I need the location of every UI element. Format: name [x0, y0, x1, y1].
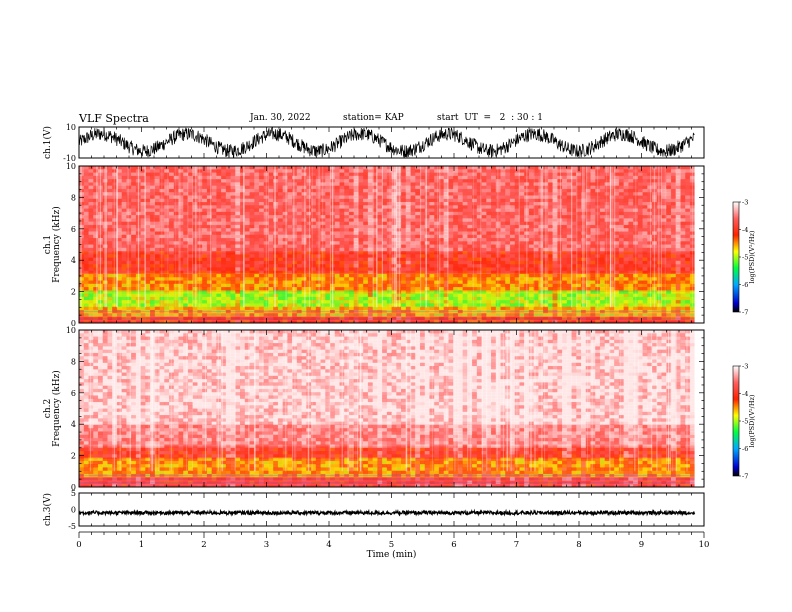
colorbar-tick-label: -4: [742, 390, 748, 398]
start-ut-label: start UT = 2 : 30 : 1: [437, 113, 543, 123]
y-tick-label: 4: [71, 256, 76, 265]
colorbar-tick-label: -3: [742, 363, 748, 371]
colorbar-1: [732, 201, 740, 313]
y-tick-label: 10: [66, 326, 76, 335]
y-axis-label: ch.2: [43, 399, 53, 418]
x-tick-label: 2: [201, 540, 206, 550]
y-tick-label: 8: [71, 357, 76, 366]
colorbar-label: log(PSD)(V²/Hz): [748, 230, 756, 283]
y-axis-label: Frequency (kHz): [51, 206, 62, 283]
x-tick-label: 9: [639, 540, 644, 550]
spectrogram-streaks: [90, 330, 688, 472]
y-tick-label: 6: [71, 225, 76, 234]
colorbar-2: [732, 365, 740, 477]
x-tick-label: 7: [514, 540, 519, 550]
y-axis-label: ch.1: [43, 235, 53, 254]
waveform-ch3-waveform: [78, 508, 696, 517]
colorbar-label: log(PSD)(V²/Hz): [748, 394, 756, 447]
colorbar-tick-label: -6: [742, 281, 748, 289]
station-label: station= KAP: [343, 113, 404, 123]
colorbar-tick-label: -7: [742, 309, 748, 317]
x-tick-label: 0: [76, 540, 81, 550]
waveform-ch1-waveform: [78, 127, 695, 159]
harmonic-lines: [79, 474, 695, 485]
y-tick-label: 10: [66, 162, 76, 171]
spectrogram-ch2-spectrogram: [79, 330, 704, 488]
date-label: Jan. 30, 2022: [250, 113, 311, 123]
y-tick-label: 2: [71, 288, 76, 297]
chart-title: VLF Spectra: [79, 112, 149, 125]
spectrogram-streaks: [80, 166, 694, 308]
y-tick-label: 10: [66, 123, 76, 132]
y-tick-label: 4: [71, 420, 76, 429]
y-axis-label: ch.3(V): [42, 493, 53, 526]
y-tick-label: 6: [71, 389, 76, 398]
spectrogram-noise: [79, 330, 695, 488]
colorbar-tick-label: -4: [742, 226, 748, 234]
y-tick-label: 0: [71, 483, 76, 492]
y-axis-label: ch.1(V): [42, 126, 53, 159]
y-tick-label: 2: [71, 452, 76, 461]
colorbar-tick-label: -3: [742, 199, 748, 207]
spectrogram-ch1-spectrogram: [79, 166, 704, 324]
spectrogram-noise: [79, 166, 695, 324]
y-tick-label: 0: [71, 319, 76, 328]
x-tick-label: 10: [699, 540, 710, 550]
x-tick-label: 4: [326, 540, 331, 550]
no-data-region: [694, 330, 704, 487]
x-tick-label: 3: [264, 540, 269, 550]
y-tick-label: -10: [63, 154, 76, 163]
x-tick-label: 1: [139, 540, 144, 550]
harmonic-lines: [79, 310, 695, 321]
y-tick-label: 8: [71, 193, 76, 202]
x-tick-label: 8: [576, 540, 581, 550]
x-axis-label: Time (min): [367, 549, 417, 560]
colorbar-tick-label: -5: [742, 418, 748, 426]
y-axis-label: Frequency (kHz): [51, 370, 62, 447]
y-tick-label: -5: [68, 522, 76, 531]
no-data-region: [694, 166, 704, 323]
colorbar-tick-label: -7: [742, 473, 748, 481]
y-tick-label: 5: [71, 489, 76, 498]
x-tick-label: 5: [389, 540, 394, 550]
colorbar-tick-label: -5: [742, 254, 748, 262]
x-tick-label: 6: [451, 540, 456, 550]
colorbar-tick-label: -6: [742, 445, 748, 453]
y-tick-label: 0: [71, 506, 76, 515]
